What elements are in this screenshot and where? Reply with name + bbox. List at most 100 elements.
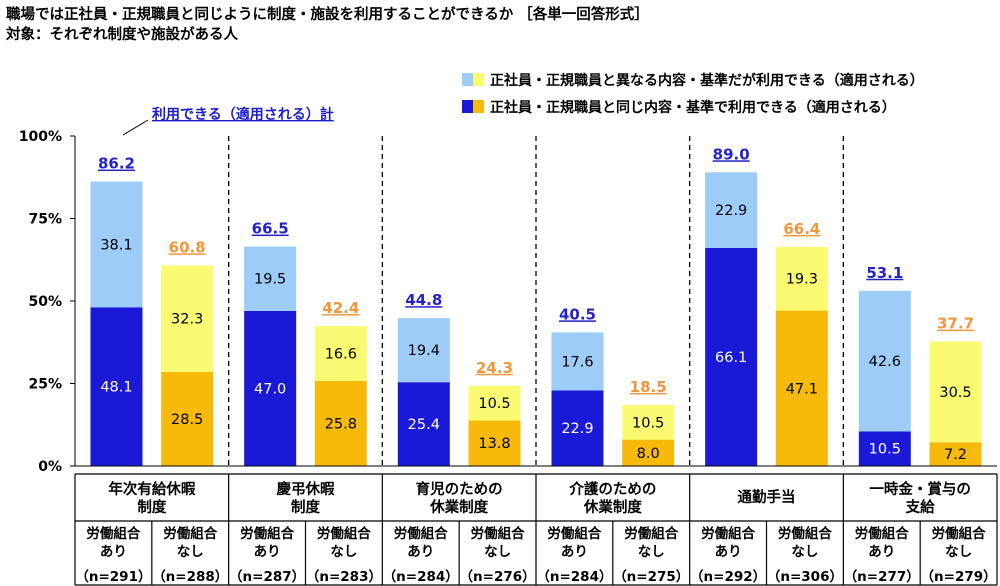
data-label-total: 24.3 [476,359,513,377]
sample-size-label: （n=283） [306,569,382,585]
bar-diff-segment [90,181,143,308]
bar-same-segment [397,382,450,466]
subcategory-label: 労働組合なし [163,525,217,560]
bar-same-segment [161,371,214,466]
data-label-total: 18.5 [630,378,667,396]
data-label-total: 66.4 [783,220,820,238]
data-label-total: 40.5 [559,305,596,323]
bar-diff-segment [705,172,758,248]
data-label-same: 13.8 [478,436,510,452]
category-label: 年次有給休暇制度 [108,480,195,516]
legend-swatch-same-union [462,100,473,113]
data-label-diff: 19.4 [408,343,440,359]
bar-diff-segment [622,404,675,440]
bar-same-segment [244,310,297,466]
category-label: 介護のための休業制度 [568,480,656,516]
sample-size-label: （n=291） [75,569,151,585]
data-label-total: 44.8 [405,291,442,309]
data-label-same: 47.0 [254,381,286,397]
y-tick-label: 50% [28,294,62,310]
bar-same-segment [468,420,521,466]
bar-diff-segment [775,246,828,311]
category-label: 慶弔休暇制度 [277,480,335,516]
data-label-total: 89.0 [713,145,750,163]
category-label: 一時金・賞与の支給 [869,480,971,516]
data-label-diff: 32.3 [171,312,203,328]
data-label-total: 37.7 [937,315,974,333]
subcategory-label: 労働組合なし [471,525,525,560]
data-label-diff: 19.5 [254,272,286,288]
data-label-same: 66.1 [715,350,747,366]
data-label-total: 60.8 [169,238,206,256]
sample-size-label: （n=306） [767,569,843,585]
y-tick-label: 25% [28,377,62,393]
data-label-diff: 42.6 [869,354,901,370]
subcategory-label: 労働組合あり [701,525,755,560]
total-annotation: 利用できる（適用される）計 [152,106,334,123]
data-label-total: 53.1 [866,264,903,282]
bar-same-segment [314,380,367,466]
chart-title: 職場では正社員・正規職員と同じように制度・施設を利用することができるか ［各単一… [6,7,649,23]
data-label-total: 86.2 [98,155,135,173]
data-label-total: 66.5 [252,220,289,238]
category-label: 通勤手当 [738,488,796,506]
data-label-diff: 30.5 [939,385,971,401]
sample-size-label: （n=284） [536,569,612,585]
data-label-same: 8.0 [637,446,660,462]
sample-size-label: （n=287） [229,569,305,585]
subcategory-label: 労働組合あり [86,525,140,560]
bar-diff-segment [161,265,214,372]
data-label-same: 22.9 [561,421,593,437]
subcategory-label: 労働組合なし [932,525,986,560]
subcategory-label: 労働組合なし [624,525,678,560]
chart-subtitle: 対象：それぞれ制度や施設がある人 [6,27,238,43]
bar-same-segment [90,307,143,466]
y-tick-label: 75% [28,212,62,228]
sample-size-label: （n=277） [844,569,920,585]
data-label-same: 10.5 [869,442,901,458]
data-label-same: 25.8 [325,416,357,432]
bar-same-segment [705,247,758,466]
legend-swatch-diff-union [462,73,473,86]
data-label-diff: 16.6 [325,346,357,362]
bar-diff-segment [397,318,450,383]
subcategory-label: 労働組合なし [778,525,832,560]
bar-diff-segment [858,290,911,432]
data-label-diff: 10.5 [632,415,664,431]
data-label-diff: 17.6 [561,354,593,370]
data-label-total: 42.4 [322,299,359,317]
bar-same-segment [551,390,604,466]
subcategory-label: 労働組合あり [547,525,601,560]
data-label-same: 7.2 [944,447,967,463]
bar-diff-segment [468,385,521,421]
data-label-diff: 19.3 [786,272,818,288]
data-label-same: 28.5 [171,412,203,428]
bar-diff-segment [244,246,297,311]
sample-size-label: （n=284） [383,569,459,585]
data-label-same: 47.1 [786,381,818,397]
data-label-same: 25.4 [408,417,440,433]
data-label-diff: 38.1 [100,237,132,253]
subcategory-label: 労働組合あり [240,525,294,560]
annotation-leader-line [122,119,149,136]
y-tick-label: 0% [38,459,62,475]
bar-same-segment [775,310,828,466]
sample-size-label: （n=288） [152,569,228,585]
bar-same-segment [858,431,911,466]
legend-label-same: 正社員・正規職員と同じ内容・基準で利用できる（適用される） [490,99,896,116]
data-label-diff: 22.9 [715,203,747,219]
legend-swatch-diff-nonunion [473,73,484,86]
sample-size-label: （n=275） [613,569,689,585]
sample-size-label: （n=292） [690,569,766,585]
subcategory-label: 労働組合なし [317,525,371,560]
legend-label-diff: 正社員・正規職員と異なる内容・基準だが利用できる（適用される） [490,72,924,89]
data-label-same: 48.1 [100,380,132,396]
y-tick-label: 100% [19,129,62,145]
subcategory-label: 労働組合あり [394,525,448,560]
category-label: 育児のための休業制度 [416,480,503,516]
data-label-diff: 10.5 [478,396,510,412]
legend-swatch-same-nonunion [473,100,484,113]
bar-diff-segment [314,326,367,381]
bar-diff-segment [929,341,982,443]
bar-same-segment [929,442,982,466]
